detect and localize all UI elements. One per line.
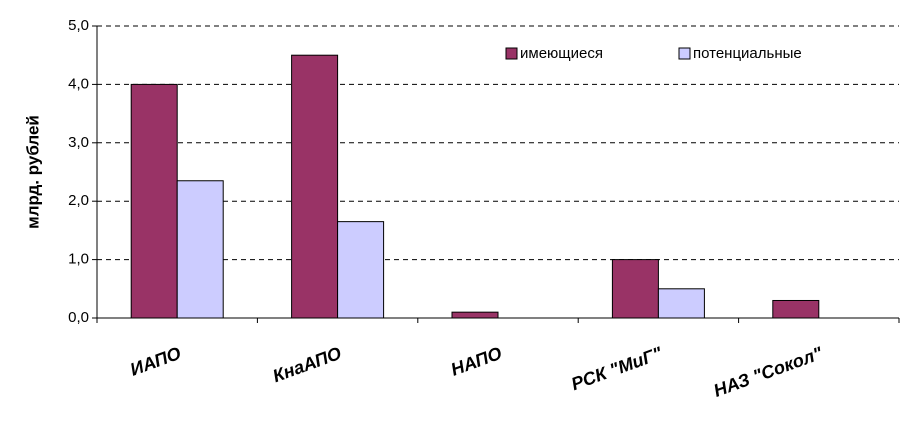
- bar: [772, 299, 820, 319]
- y-tick-label: 0,0: [68, 309, 89, 326]
- bar: [176, 180, 224, 319]
- bar: [291, 54, 339, 319]
- bar: [611, 259, 659, 319]
- y-tick-label: 2,0: [68, 192, 89, 209]
- y-tick-label: 1,0: [68, 251, 89, 268]
- x-tick-label: РСК "МиГ": [568, 343, 665, 395]
- y-tick-label: 5,0: [68, 17, 89, 34]
- bar: [130, 83, 178, 319]
- x-tick-label: КнаАПО: [270, 343, 344, 386]
- legend-swatch: [505, 47, 518, 60]
- x-tick-label: ИАПО: [127, 343, 183, 380]
- bar: [657, 288, 705, 319]
- legend-label: потенциальные: [693, 45, 802, 62]
- y-axis-label: млрд. рублей: [23, 115, 42, 229]
- bar: [451, 311, 499, 319]
- x-tick-label: НАПО: [448, 343, 504, 380]
- y-tick-label: 4,0: [68, 75, 89, 92]
- bar: [337, 221, 385, 319]
- legend-label: имеющиеся: [520, 45, 603, 62]
- legend-swatch: [678, 47, 691, 60]
- y-tick-label: 3,0: [68, 134, 89, 151]
- x-tick-label: НАЗ "Сокол": [711, 343, 826, 401]
